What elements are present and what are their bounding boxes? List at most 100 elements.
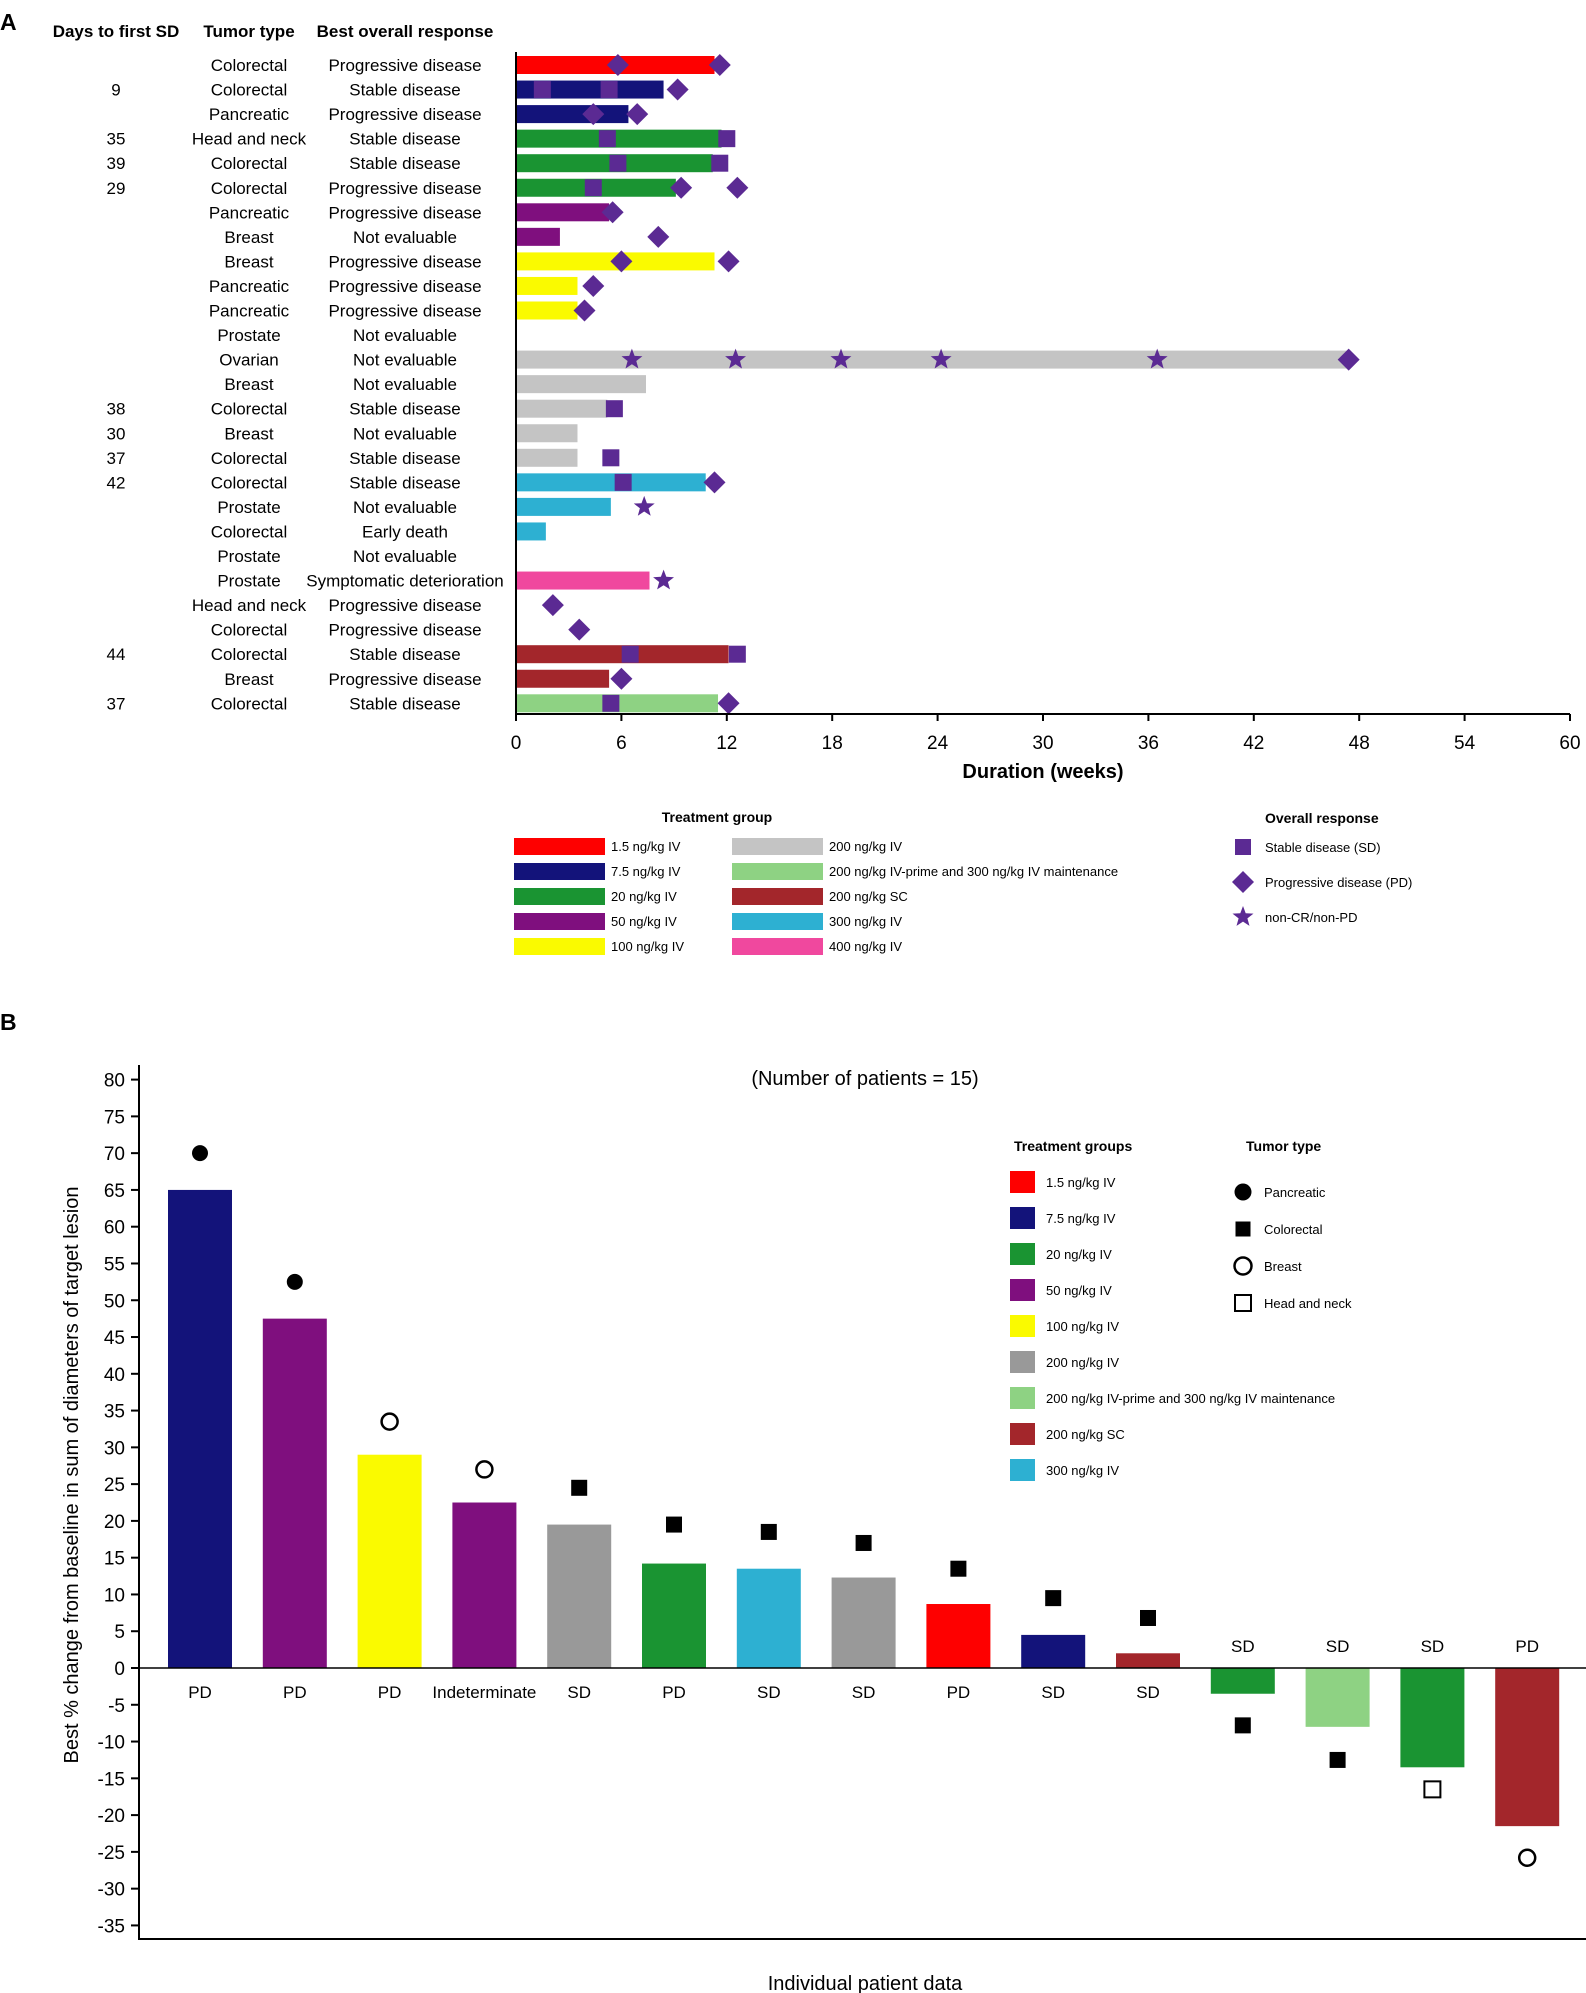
y-ticks: 80757065605550454035302520151050-5-10-15… (98, 1071, 139, 1937)
duration-bar (516, 350, 1349, 369)
days-to-first-sd: 42 (107, 473, 126, 492)
best-overall-response: Stable disease (349, 645, 461, 664)
bar (547, 1524, 612, 1668)
bar (452, 1502, 517, 1668)
tumor-type: Breast (224, 252, 273, 271)
tumor-type: Prostate (217, 572, 280, 591)
sd-marker (584, 179, 602, 197)
best-overall-response: Stable disease (349, 400, 461, 419)
bar-group: SD (547, 1479, 612, 1702)
tumor-type: Colorectal (211, 400, 288, 419)
y-tick-label: -20 (98, 1806, 125, 1827)
legend-label: 300 ng/kg IV (1046, 1463, 1119, 1478)
pd-marker (726, 176, 749, 199)
colorectal-marker (1234, 1717, 1251, 1734)
tumor-type: Colorectal (211, 449, 288, 468)
duration-bar (516, 203, 610, 222)
y-tick-label: 45 (104, 1328, 125, 1349)
bar-group: SD (831, 1534, 896, 1702)
bar (168, 1189, 232, 1668)
duration-bar (516, 80, 664, 99)
tumor-type: Head and neck (192, 596, 307, 615)
non-cr-non-pd-marker (830, 348, 852, 369)
y-axis-label: Best % change from baseline in sum of di… (61, 1187, 83, 1764)
sd-marker (602, 694, 620, 712)
best-overall-response: Progressive disease (328, 105, 481, 124)
y-tick-label: 25 (104, 1475, 125, 1496)
x-axis-label: Individual patient data (768, 1973, 963, 1993)
swimmer-row: Prostate Not evaluable (217, 495, 655, 517)
column-header-response: Best overall response (317, 22, 494, 41)
y-tick-label: -15 (98, 1769, 125, 1790)
bar-response-label: PD (188, 1683, 212, 1702)
bar-group: SD (1210, 1637, 1275, 1734)
legend-response: Stable disease (SD) Progressive disease (… (1232, 839, 1412, 926)
days-to-first-sd: 44 (107, 645, 126, 664)
sd-marker (609, 154, 627, 172)
y-tick-label: -10 (98, 1733, 125, 1754)
legend-label: 100 ng/kg IV (1046, 1319, 1119, 1334)
tumor-type: Prostate (217, 498, 280, 517)
swimmer-row: 35 Head and neck Stable disease (107, 129, 736, 149)
swimmer-row: Pancreatic Progressive disease (209, 299, 596, 322)
sd-marker (614, 473, 632, 491)
legend-swatch (1010, 1351, 1035, 1373)
duration-bar (516, 424, 578, 443)
swimmer-row: Prostate Not evaluable (217, 326, 457, 345)
swimmer-row: Prostate Not evaluable (217, 547, 457, 566)
tumor-type: Colorectal (211, 179, 288, 198)
panel-b: B (Number of patients = 15) Best % chang… (0, 1009, 1586, 1993)
pd-marker (601, 201, 624, 224)
x-tick-label: 6 (616, 733, 627, 754)
pd-marker (610, 667, 633, 690)
swimmer-row: 9 Colorectal Stable disease (111, 78, 689, 101)
swimmer-row: Colorectal Early death (211, 522, 546, 541)
pancreatic-marker (192, 1145, 208, 1162)
x-axis-label: Duration (weeks) (962, 761, 1123, 783)
duration-bar (516, 301, 578, 320)
best-overall-response: Progressive disease (328, 203, 481, 222)
swimmer-row: Pancreatic Progressive disease (209, 103, 649, 126)
legend-swatch (732, 863, 823, 880)
best-overall-response: Stable disease (349, 130, 461, 149)
colorectal-marker (571, 1479, 588, 1496)
column-header-tumor: Tumor type (203, 22, 294, 41)
pd-marker (573, 299, 596, 322)
pd-marker (606, 54, 629, 76)
sd-marker (718, 130, 736, 148)
non-cr-non-pd-marker (1146, 348, 1168, 369)
bar-response-label: SD (1041, 1683, 1065, 1702)
tumor-type: Prostate (217, 326, 280, 345)
best-overall-response: Stable disease (349, 81, 461, 100)
y-tick-label: 55 (104, 1254, 125, 1275)
swimmer-rows: Colorectal Progressive disease 9 Colorectal… (107, 54, 1360, 715)
bar-response-label: PD (283, 1683, 307, 1702)
legend-swatch (514, 838, 605, 855)
chart-title: (Number of patients = 15) (751, 1068, 978, 1090)
legend-pd-marker (1232, 871, 1254, 893)
legend-label: 100 ng/kg IV (611, 939, 684, 954)
duration-bar (516, 473, 706, 492)
legend-label: 7.5 ng/kg IV (1046, 1211, 1116, 1226)
sd-marker (602, 449, 620, 467)
swimmer-row: Breast Progressive disease (224, 250, 740, 273)
bar-response-label: SD (852, 1683, 876, 1702)
best-overall-response: Progressive disease (328, 670, 481, 689)
tumor-type: Pancreatic (209, 302, 290, 321)
best-overall-response: Progressive disease (328, 277, 481, 296)
bar (1021, 1634, 1086, 1668)
colorectal-marker (760, 1523, 777, 1540)
sd-marker (533, 81, 551, 99)
bar-response-label: PD (662, 1683, 686, 1702)
y-tick-label: 10 (104, 1585, 125, 1606)
tumor-type: Colorectal (211, 645, 288, 664)
days-to-first-sd: 9 (111, 81, 120, 100)
y-tick-label: 80 (104, 1071, 125, 1092)
legend-treatment-title: Treatment groups (1014, 1138, 1132, 1154)
non-cr-non-pd-marker (633, 495, 655, 516)
bar (262, 1318, 327, 1668)
best-overall-response: Not evaluable (353, 351, 457, 370)
bar-group: SD (736, 1523, 801, 1702)
best-overall-response: Progressive disease (328, 179, 481, 198)
legend-colorectal-marker (1235, 1221, 1251, 1237)
